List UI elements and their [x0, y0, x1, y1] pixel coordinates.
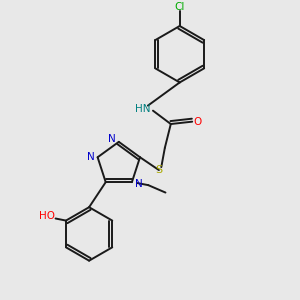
Text: N: N — [108, 134, 116, 144]
Text: HO: HO — [39, 212, 55, 221]
Text: Cl: Cl — [175, 2, 185, 12]
Text: N: N — [135, 178, 142, 189]
Text: N: N — [87, 152, 95, 162]
Text: O: O — [194, 117, 202, 127]
Text: S: S — [155, 165, 163, 175]
Text: HN: HN — [135, 104, 150, 114]
